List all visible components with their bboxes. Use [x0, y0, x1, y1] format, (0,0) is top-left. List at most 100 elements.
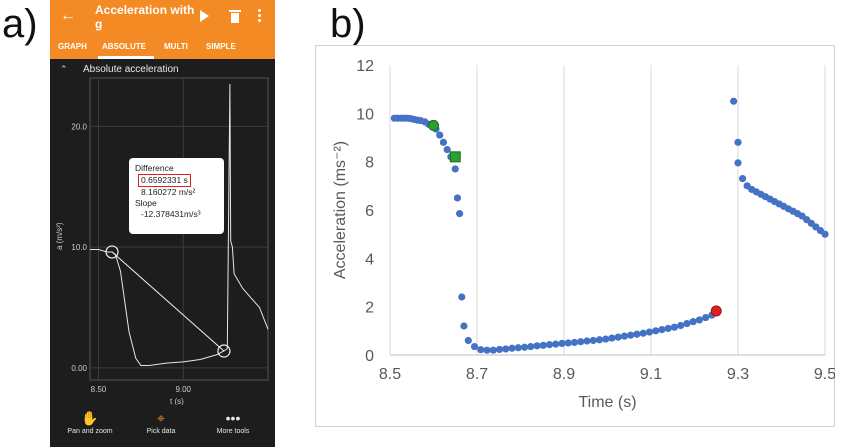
pick-data-button[interactable]: ⌖ Pick data — [126, 405, 196, 435]
data-point — [520, 343, 529, 351]
data-point — [451, 165, 459, 173]
y-tick-label: 10 — [356, 106, 374, 123]
graph-title: Absolute acceleration — [83, 64, 179, 75]
data-point — [595, 336, 604, 344]
x-axis-label: Time (s) — [578, 394, 636, 411]
data-point — [602, 335, 610, 343]
highlight-square-marker — [449, 151, 461, 163]
tab-bar: GRAPH ABSOLUTE MULTI SIMPLE — [50, 37, 275, 59]
x-tick-label: 8.5 — [379, 366, 401, 383]
play-icon[interactable] — [200, 10, 209, 22]
trash-icon[interactable] — [229, 10, 241, 23]
more-tools-button[interactable]: ••• More tools — [198, 405, 268, 435]
x-tick-label: 8.7 — [466, 366, 488, 383]
data-point — [439, 138, 448, 146]
data-point — [633, 330, 641, 338]
data-point — [545, 341, 554, 349]
x-axis-label: t (s) — [170, 397, 184, 406]
hand-icon: ✋ — [81, 410, 99, 426]
app-title: Acceleration with g — [95, 3, 195, 31]
tab-simple[interactable]: SIMPLE — [206, 42, 236, 51]
data-point — [527, 342, 535, 351]
data-point — [620, 332, 629, 340]
data-point — [533, 342, 541, 350]
data-point — [495, 345, 504, 354]
arrow-left-icon[interactable]: ← — [60, 7, 76, 24]
bottom-toolbar: ✋ Pan and zoom ⌖ Pick data ••• More tool… — [50, 405, 275, 447]
data-point — [734, 138, 742, 146]
data-point — [552, 340, 560, 348]
acceleration-time-scatter-chart: 8.5 8.7 8.9 9.1 9.3 9.5 0 2 4 6 8 10 12 Acceleration… — [315, 45, 835, 427]
plot-area — [89, 77, 269, 381]
y-tick-label: 4 — [365, 251, 374, 268]
more-vert-icon[interactable] — [258, 9, 262, 25]
data-point — [453, 194, 462, 202]
data-point — [558, 339, 566, 347]
y-tick-label: 6 — [365, 203, 374, 220]
data-point — [570, 338, 579, 347]
data-point — [652, 327, 660, 335]
time-difference-value: 0.6592331 s — [138, 174, 191, 187]
data-point — [539, 341, 547, 349]
y-tick-label: 0 — [365, 348, 374, 365]
acceleration-plot[interactable]: 0.00 10.0 20.0 8.50 9.00 — [50, 75, 275, 400]
x-tick-label: 9.00 — [175, 385, 191, 394]
data-point — [443, 145, 451, 154]
tab-absolute[interactable]: ABSOLUTE — [102, 42, 146, 51]
data-point — [589, 336, 597, 345]
pan-and-zoom-button[interactable]: ✋ Pan and zoom — [55, 405, 125, 435]
data-point — [477, 346, 485, 354]
highlight-circle-marker — [428, 119, 439, 131]
crosshair-icon: ⌖ — [157, 410, 165, 426]
active-tab-indicator — [98, 56, 154, 59]
y-tick-label: 8 — [365, 155, 374, 172]
data-point — [683, 319, 691, 328]
y-tick-label: 12 — [356, 58, 374, 75]
data-point — [614, 333, 622, 341]
y-axis-label: a (m/s²) — [55, 222, 64, 250]
x-tick-label: 9.5 — [814, 366, 835, 383]
data-point — [577, 338, 585, 346]
data-point — [821, 230, 829, 238]
data-point — [608, 334, 616, 342]
more-horiz-icon: ••• — [225, 410, 241, 426]
data-point — [483, 346, 491, 354]
data-point — [583, 337, 591, 345]
data-point — [564, 339, 572, 347]
data-point — [489, 346, 497, 354]
x-tick-label: 8.50 — [91, 385, 107, 394]
data-point — [458, 293, 466, 301]
slope-label: Slope — [135, 198, 157, 208]
data-point — [695, 316, 704, 324]
data-point — [460, 322, 468, 330]
data-point — [470, 342, 479, 351]
pick-data-marker[interactable] — [105, 245, 119, 259]
data-point — [730, 97, 738, 105]
data-point — [664, 324, 672, 333]
data-point — [734, 159, 742, 167]
pan-and-zoom-label: Pan and zoom — [67, 428, 113, 435]
y-tick-label: 0.00 — [71, 364, 87, 373]
data-point — [436, 131, 444, 139]
y-tick-label: 20.0 — [71, 122, 87, 131]
acceleration-difference-value: 8.160272 m/s² — [141, 187, 196, 197]
data-point — [645, 328, 654, 336]
data-point — [456, 210, 464, 218]
collapse-icon[interactable]: ⌃ — [60, 64, 68, 74]
slope-value: -12.378431m/s³ — [141, 209, 201, 219]
highlight-circle-marker — [710, 305, 722, 317]
x-tick-label: 9.3 — [727, 366, 749, 383]
y-axis-label: Acceleration (ms⁻²) — [332, 141, 349, 279]
tab-graph[interactable]: GRAPH — [58, 42, 87, 51]
data-point — [502, 345, 510, 353]
app-bar: ← Acceleration with g — [50, 0, 275, 37]
data-point — [738, 174, 747, 183]
phone-app: ← Acceleration with g GRAPH ABSOLUTE MUL… — [50, 0, 275, 447]
slope-secant-line — [111, 251, 225, 352]
tab-multi[interactable]: MULTI — [164, 42, 188, 51]
data-point — [670, 323, 679, 331]
pick-data-label: Pick data — [146, 428, 176, 435]
pick-data-marker[interactable] — [217, 344, 231, 358]
x-tick-label: 8.9 — [553, 366, 575, 383]
panel-label-a: a) — [2, 2, 38, 46]
